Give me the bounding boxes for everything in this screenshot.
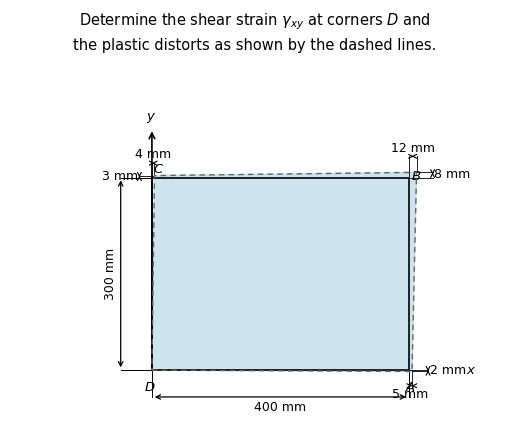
Text: C: C [154,163,163,176]
Text: 3 mm: 3 mm [101,170,137,183]
Text: A: A [406,381,415,394]
Text: x: x [467,363,475,377]
Text: 2 mm: 2 mm [430,364,466,377]
Text: 12 mm: 12 mm [391,141,435,154]
Text: y: y [146,110,154,123]
Text: 400 mm: 400 mm [254,401,306,414]
Text: D: D [145,381,155,394]
Text: Determine the shear strain $\gamma_{xy}$ at corners $D$ and
the plastic distorts: Determine the shear strain $\gamma_{xy}$… [73,11,436,53]
Text: 5 mm: 5 mm [392,388,429,401]
Text: B: B [411,170,420,183]
Text: 300 mm: 300 mm [104,248,117,300]
Text: 8 mm: 8 mm [434,169,471,182]
Polygon shape [152,172,416,372]
Text: 4 mm: 4 mm [135,149,171,161]
